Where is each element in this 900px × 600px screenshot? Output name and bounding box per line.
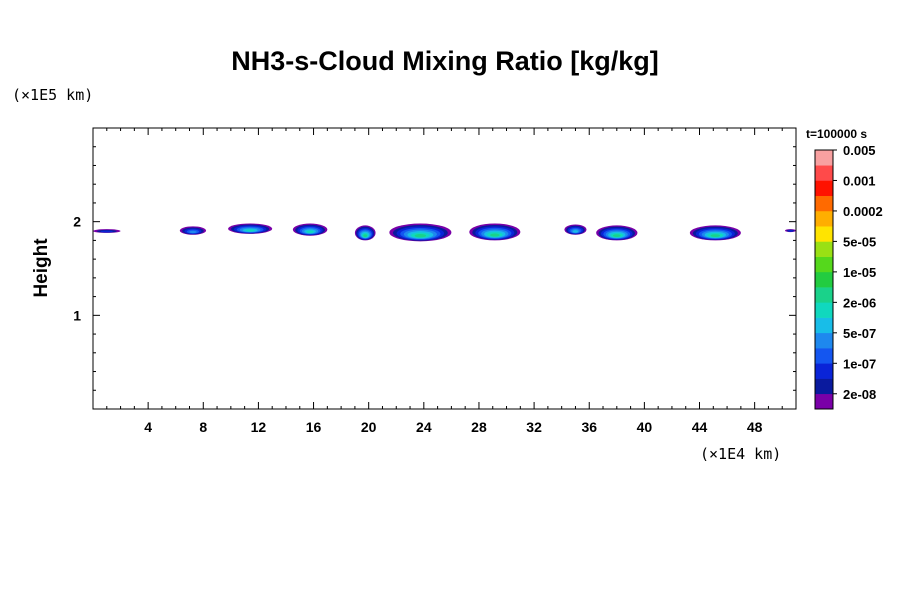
colorbar-swatch [815, 393, 833, 410]
cloud-contour [100, 230, 113, 233]
cloud-patch [596, 225, 638, 241]
cloud-patch [564, 224, 587, 235]
colorbar-swatch [815, 378, 833, 395]
y-axis-unit: (×1E5 km) [12, 86, 94, 104]
x-tick-label: 32 [526, 419, 542, 435]
x-tick-label: 48 [747, 419, 763, 435]
y-tick-label: 1 [73, 307, 81, 323]
colorbar-label: 1e-05 [843, 265, 876, 280]
x-tick-label: 44 [692, 419, 708, 435]
colorbar-swatch [815, 363, 833, 379]
cloud-patch [389, 223, 452, 242]
colorbar-frame [814, 149, 834, 410]
cloud-contour [245, 229, 255, 232]
colorbar-swatch [815, 165, 833, 181]
colorbar-label: 2e-06 [843, 295, 876, 310]
colorbar-label: 0.0002 [843, 204, 883, 219]
colorbar-label: 2e-08 [843, 387, 876, 402]
colorbar-label: 5e-07 [843, 326, 876, 341]
colorbar-swatch [815, 348, 833, 364]
colorbar-swatch [815, 332, 833, 349]
cloud-contour [612, 234, 621, 238]
cloud-patch [354, 225, 376, 241]
plot-frame [92, 127, 797, 410]
cloud-patch [93, 229, 121, 233]
x-tick-label: 40 [637, 419, 653, 435]
colorbar-swatch [815, 195, 833, 212]
x-tick-label: 36 [581, 419, 597, 435]
colorbar-swatch [815, 210, 833, 227]
colorbar-swatch [815, 317, 833, 334]
cloud-patch [292, 223, 328, 236]
colorbar-swatch [815, 180, 833, 197]
cloud-contour [414, 234, 427, 238]
colorbar-swatch [815, 302, 833, 318]
colorbar-swatch [815, 241, 833, 257]
x-tick-label: 8 [199, 419, 207, 435]
colorbar-swatch [815, 287, 833, 303]
cloud-contour [788, 230, 793, 232]
cloud-patch [784, 229, 796, 233]
cloud-contour [306, 230, 314, 234]
colorbar: 2e-08 1e-07 5e-07 2e-06 1e-05 5e-05 0.0002 0.00… [814, 143, 883, 410]
cloud-contour [710, 234, 721, 238]
cloud-patch [179, 226, 207, 235]
colorbar-label: 0.001 [843, 173, 876, 188]
x-tick-label: 24 [416, 419, 432, 435]
cloud-contour [490, 233, 500, 237]
x-axis-unit: (×1E4 km) [700, 445, 782, 463]
time-label: t=100000 s [806, 127, 868, 141]
x-tick-label: 12 [251, 419, 267, 435]
cloud-contour [572, 230, 579, 233]
colorbar-label: 0.005 [843, 143, 876, 158]
cloud-patch [469, 223, 521, 241]
x-tick-label: 20 [361, 419, 377, 435]
chart-title: NH3-s-Cloud Mixing Ratio [kg/kg] [231, 46, 659, 76]
colorbar-swatch [815, 150, 833, 166]
y-tick-label: 2 [73, 214, 81, 230]
colorbar-label: 1e-07 [843, 356, 876, 371]
colorbar-swatch [815, 226, 833, 242]
x-tick-label: 16 [306, 419, 322, 435]
colorbar-swatch [815, 256, 833, 273]
x-tick-label: 28 [471, 419, 487, 435]
cloud-contour [189, 230, 197, 234]
colorbar-swatch [815, 271, 833, 288]
x-tick-label: 4 [144, 419, 152, 435]
colorbar-label: 5e-05 [843, 234, 876, 249]
cloud-patch [689, 225, 741, 241]
cloud-patch [228, 223, 273, 234]
cloud-contour [363, 234, 368, 238]
cloud-patches [93, 223, 796, 242]
